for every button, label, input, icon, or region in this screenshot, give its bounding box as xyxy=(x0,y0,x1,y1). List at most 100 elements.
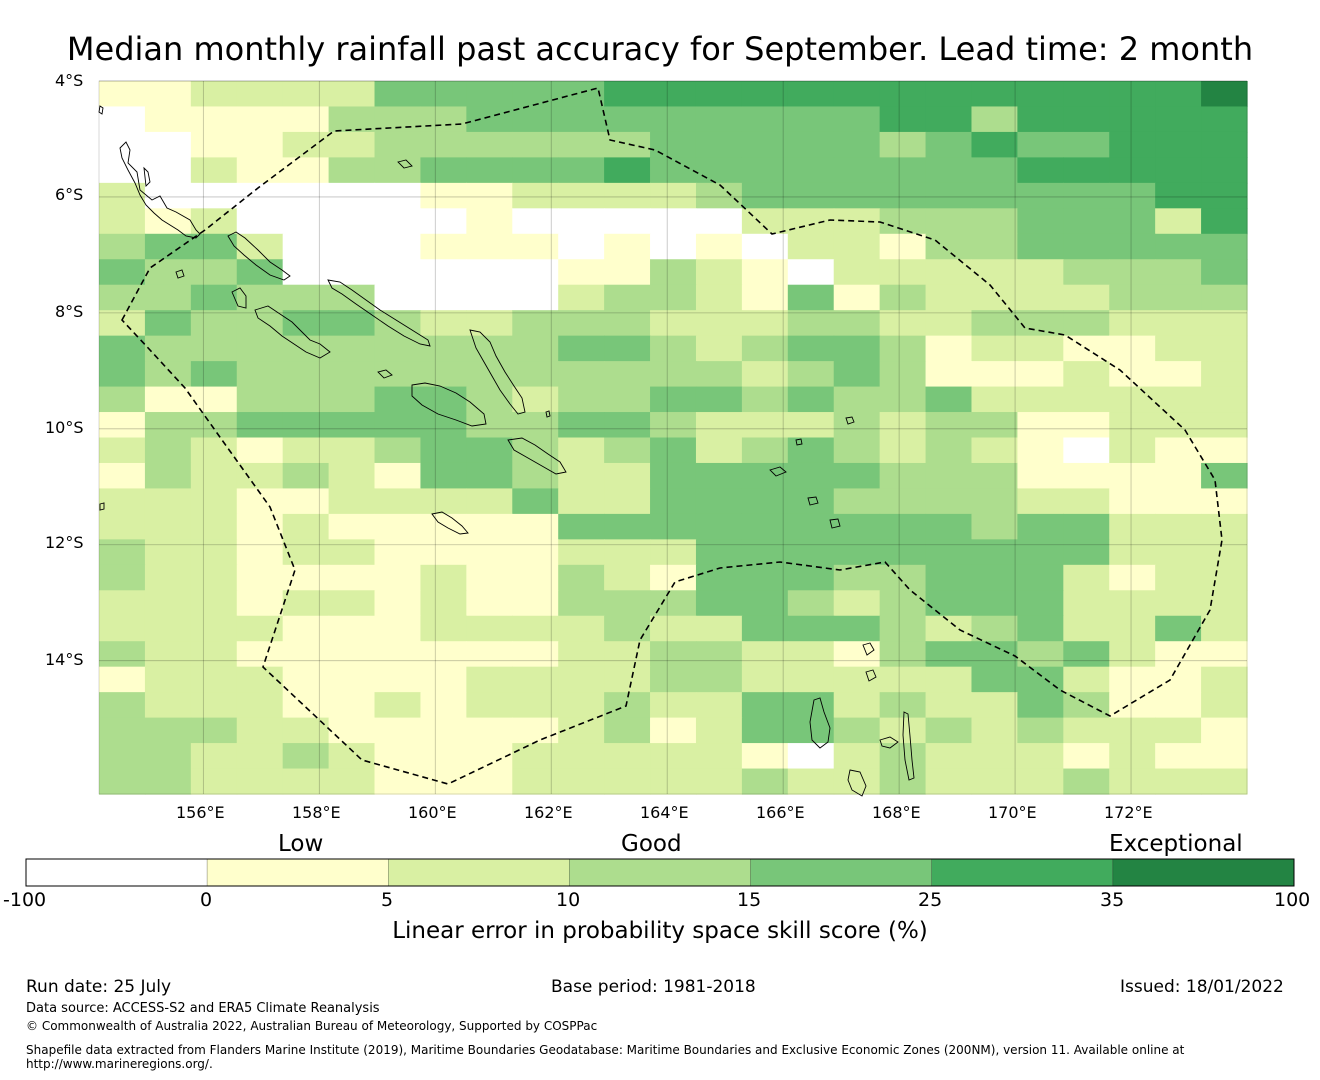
skill-cell xyxy=(695,743,743,770)
skill-cell xyxy=(99,106,146,133)
skill-cell xyxy=(190,590,238,617)
skill-cell xyxy=(971,768,1018,795)
skill-cell xyxy=(282,106,330,133)
skill-cell xyxy=(236,768,284,795)
skill-cell xyxy=(1109,361,1156,388)
skill-cell xyxy=(282,182,330,209)
skill-cell xyxy=(650,310,697,337)
skill-cell xyxy=(99,615,146,642)
skill-cell xyxy=(879,182,927,209)
colorbar-tick-10: 10 xyxy=(556,889,581,911)
skill-cell xyxy=(650,513,697,540)
skill-cell xyxy=(925,412,973,439)
colorbar xyxy=(25,858,1295,887)
skill-cell xyxy=(787,284,835,311)
skill-cell xyxy=(328,615,376,642)
skill-cell xyxy=(604,488,651,515)
skill-cell xyxy=(1017,131,1064,158)
skill-cell xyxy=(650,539,697,566)
skill-cell xyxy=(787,539,835,566)
skill-cell xyxy=(604,615,651,642)
skill-cell xyxy=(236,361,284,388)
skill-cell xyxy=(512,692,559,719)
skill-cell xyxy=(512,131,559,158)
skill-cell xyxy=(695,462,743,490)
skill-cell xyxy=(971,412,1018,439)
skill-cell xyxy=(99,208,146,235)
skill-cell xyxy=(374,692,422,719)
skill-cell xyxy=(787,462,835,490)
skill-cell xyxy=(236,564,284,591)
skill-cell xyxy=(695,717,743,744)
colorbar-segment xyxy=(1112,858,1295,887)
skill-cell xyxy=(741,284,789,311)
skill-cell xyxy=(787,386,835,413)
skill-cell xyxy=(236,81,284,108)
skill-cell xyxy=(466,768,513,795)
skill-cell xyxy=(1063,284,1110,311)
skill-cell xyxy=(1109,641,1156,668)
skill-cell xyxy=(144,692,192,719)
skill-cell xyxy=(604,81,651,108)
skill-cell xyxy=(1109,513,1156,540)
skill-cell xyxy=(466,233,513,260)
skill-cell xyxy=(190,666,238,693)
skill-cell xyxy=(512,335,559,362)
data-source: Data source: ACCESS-S2 and ERA5 Climate … xyxy=(26,1001,380,1016)
coast-torres xyxy=(862,642,875,656)
skill-cell xyxy=(787,131,835,158)
skill-cell xyxy=(190,386,238,413)
skill-cell xyxy=(971,106,1018,133)
skill-cell xyxy=(971,361,1018,388)
skill-cell xyxy=(787,259,835,286)
skill-cell xyxy=(190,717,238,744)
lon-label-170e: 170°E xyxy=(988,803,1037,822)
skill-cell xyxy=(787,157,835,184)
skill-cell xyxy=(695,615,743,642)
skill-cell xyxy=(282,666,330,693)
skill-cell xyxy=(558,208,605,235)
skill-cell xyxy=(787,310,835,337)
skill-cell xyxy=(971,641,1018,668)
skill-cell xyxy=(741,615,789,642)
skill-cell xyxy=(466,361,513,388)
coast-nissan xyxy=(143,166,151,187)
skill-cell xyxy=(420,513,467,540)
skill-cell xyxy=(512,386,559,413)
skill-cell xyxy=(1109,412,1156,439)
skill-cell xyxy=(512,488,559,515)
colorbar-segment xyxy=(388,858,570,887)
skill-cell xyxy=(282,131,330,158)
colorbar-heading-exceptional: Exceptional xyxy=(1109,831,1243,857)
skill-cell xyxy=(925,666,973,693)
skill-cell xyxy=(374,182,422,209)
skill-cell xyxy=(695,284,743,311)
skill-cell xyxy=(787,666,835,693)
skill-cell xyxy=(99,437,146,464)
coast-makira xyxy=(507,437,567,475)
skill-cell xyxy=(925,386,973,413)
skill-cell xyxy=(1201,513,1248,540)
skill-cell xyxy=(971,539,1018,566)
skill-cell xyxy=(695,157,743,184)
skill-cell xyxy=(650,157,697,184)
skill-cell xyxy=(971,310,1018,337)
skill-cell xyxy=(144,590,192,617)
skill-cell xyxy=(236,641,284,668)
skill-cell xyxy=(1109,157,1156,184)
skill-cell xyxy=(236,157,284,184)
skill-cell xyxy=(1109,539,1156,566)
skill-cell xyxy=(512,564,559,591)
skill-cell xyxy=(466,590,513,617)
skill-cell xyxy=(1155,106,1202,133)
skill-cell xyxy=(236,335,284,362)
base-period: Base period: 1981-2018 xyxy=(551,977,756,997)
skill-cell xyxy=(787,488,835,515)
skill-cell xyxy=(879,284,927,311)
skill-cell xyxy=(787,513,835,540)
skill-cell xyxy=(1155,182,1202,209)
skill-cell xyxy=(879,157,927,184)
skill-cell xyxy=(1063,233,1110,260)
skill-cell xyxy=(1017,208,1064,235)
skill-cell xyxy=(604,641,651,668)
